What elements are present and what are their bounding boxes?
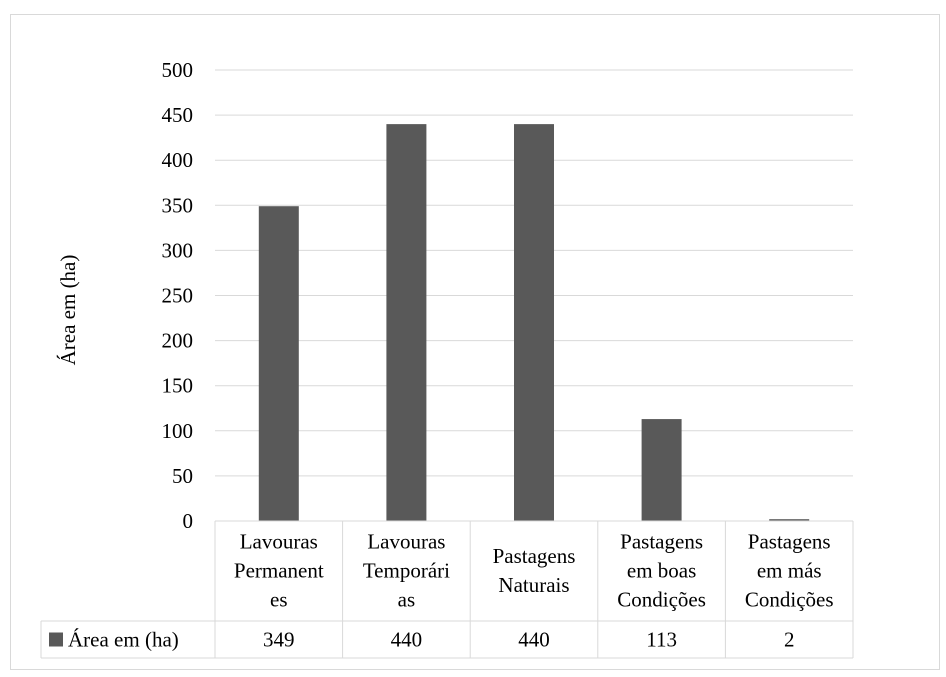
x-tick-label: Pastagens (620, 530, 703, 554)
bar (641, 419, 682, 521)
y-tick-label: 300 (162, 238, 194, 262)
x-tick-label: Condições (745, 588, 834, 612)
y-tick-label: 400 (162, 148, 194, 172)
x-tick-label: Permanent (234, 559, 324, 583)
bar (386, 124, 427, 522)
bar (769, 519, 810, 521)
gridlines (215, 69, 853, 477)
x-tick-label: Lavouras (240, 530, 318, 554)
x-tick-label: as (398, 588, 416, 612)
x-tick-label: Condições (617, 588, 706, 612)
x-tick-label: Naturais (498, 573, 569, 597)
y-tick-label: 0 (183, 509, 194, 533)
y-tick-label: 50 (172, 464, 193, 488)
chart-frame (10, 14, 940, 670)
legend-label: Área em (ha) (68, 628, 179, 652)
x-tick-label: em más (757, 559, 822, 583)
y-tick-label: 450 (162, 103, 194, 127)
data-value-label: 440 (391, 628, 423, 652)
bars (258, 124, 810, 522)
y-tick-label: 250 (162, 284, 194, 308)
y-tick-label: 350 (162, 193, 194, 217)
x-tick-label: Pastagens (493, 544, 576, 568)
y-tick-label: 100 (162, 419, 194, 443)
x-tick-label: em boas (627, 559, 696, 583)
x-tick-label: es (270, 588, 288, 612)
y-tick-label: 500 (162, 58, 194, 82)
legend-swatch (49, 632, 63, 647)
data-value-label: 349 (263, 628, 295, 652)
x-tick-label: Temporári (363, 559, 450, 583)
data-table: Lavouras Permanent es Lavouras Temporári as Pa… (40, 520, 854, 659)
bar (258, 206, 299, 521)
data-value-label: 440 (518, 628, 550, 652)
y-axis-ticks: 0 50 100 150 200 250 300 350 400 450 500 (162, 58, 194, 533)
x-tick-label: Lavouras (367, 530, 445, 554)
bar (514, 124, 554, 522)
y-axis-title: Área em (ha) (56, 255, 80, 366)
x-tick-label: Pastagens (748, 530, 831, 554)
y-tick-label: 150 (162, 374, 194, 398)
data-value-label: 113 (646, 628, 677, 652)
data-value-label: 2 (784, 628, 795, 652)
y-tick-label: 200 (162, 329, 194, 353)
